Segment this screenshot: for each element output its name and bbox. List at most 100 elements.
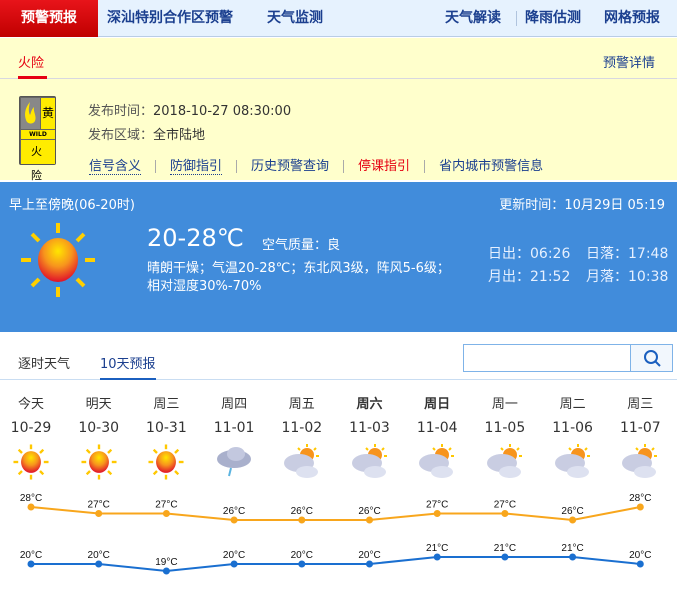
link-province-warnings[interactable]: 省内城市预警信息: [439, 159, 544, 174]
partly-cloudy-icon: [403, 444, 471, 480]
tab-10day[interactable]: 10天预报: [100, 353, 156, 380]
warning-links: 信号含义 防御指引 历史预警查询 停课指引 省内城市预警信息: [89, 155, 544, 175]
day-date: 10-30: [78, 420, 120, 436]
air-quality: 空气质量：良: [262, 234, 340, 253]
low-temp-label: 19°C: [155, 557, 177, 568]
signal-level: 黄: [41, 98, 55, 129]
day-weekday: 明天: [85, 397, 112, 412]
low-temp-label: 20°C: [223, 550, 245, 561]
link-history[interactable]: 历史预警查询: [251, 159, 330, 174]
search-button[interactable]: [630, 345, 672, 371]
high-temp-point: [636, 503, 644, 511]
partly-cloudy-icon: [268, 444, 336, 480]
moonset: 月落：10:38: [586, 269, 669, 285]
issue-time-label: 发布时间：: [88, 104, 154, 119]
issue-time-value: 2018-10-27 08:30:00: [153, 104, 292, 119]
nav-warning-forecast[interactable]: 预警预报: [0, 0, 98, 37]
nav-weather-interpret[interactable]: 天气解读: [445, 10, 501, 26]
issue-time: 发布时间：2018-10-27 08:30:00: [88, 100, 291, 119]
nav-rain-estimate[interactable]: 降雨估测: [525, 10, 581, 26]
signal-en: WILD FIRE: [21, 130, 55, 147]
tab-underline: [18, 76, 47, 79]
high-temp-point: [569, 516, 577, 524]
link-signal-meaning[interactable]: 信号含义: [89, 159, 142, 175]
period: 早上至傍晚(06-20时): [9, 198, 135, 213]
day-weekday: 周二: [559, 397, 586, 412]
partly-cloudy-icon: [606, 444, 674, 480]
low-temp-point: [95, 560, 103, 568]
day-weekday: 周三: [627, 397, 654, 412]
day-date: 11-02: [281, 420, 323, 436]
update-label: 更新时间：: [499, 198, 565, 213]
low-temp-line: [31, 556, 641, 573]
fire-warning-signal-icon: 黄 WILD FIRE 火 险: [19, 96, 56, 182]
day-date: 11-05: [484, 420, 526, 436]
low-temp-point: [230, 560, 238, 568]
sunny-icon: [65, 444, 133, 480]
search-box: [463, 344, 673, 372]
sunny-icon: [132, 444, 200, 480]
high-temp-point: [230, 516, 238, 524]
link-class-suspension[interactable]: 停课指引: [358, 159, 411, 174]
temp-range: 20-28℃: [147, 224, 244, 252]
nav-weather-monitor[interactable]: 天气监测: [267, 10, 323, 26]
nav-grid-forecast[interactable]: 网格预报: [604, 10, 660, 26]
high-temp-label: 27°C: [494, 500, 516, 511]
sunny-icon: [20, 222, 96, 302]
divider: [516, 11, 517, 26]
high-temp-label: 27°C: [155, 500, 177, 511]
high-temp-line: [30, 506, 641, 522]
day-weekday: 周三: [153, 397, 180, 412]
link-defense-guide[interactable]: 防御指引: [170, 159, 223, 175]
moonrise: 月出：21:52: [488, 269, 571, 285]
day-date: 10-29: [10, 420, 52, 436]
low-temp-point: [298, 560, 306, 568]
high-temp-point: [95, 510, 103, 517]
high-temp-label: 26°C: [291, 506, 313, 517]
issue-area: 发布区域：全市陆地: [88, 124, 205, 143]
day-weekday: 周五: [288, 397, 315, 412]
partly-cloudy-icon: [336, 444, 404, 480]
flame-icon: [21, 98, 40, 129]
day-date: 11-01: [213, 420, 255, 436]
signal-name: 火 险: [21, 140, 55, 182]
high-temp-point: [501, 510, 509, 517]
search-input[interactable]: [464, 345, 630, 371]
sunset: 日落：17:48: [586, 246, 669, 262]
rain-icon: [200, 444, 268, 480]
description-line1: 晴朗干燥；气温20-28℃；东北风3级，阵风5-6级；: [147, 261, 450, 276]
day-weekday: 今天: [17, 397, 44, 412]
day-weekday: 周六: [356, 397, 383, 412]
low-temp-label: 20°C: [629, 550, 651, 561]
search-icon: [644, 350, 661, 367]
description-line2: 相对湿度30%-70%: [147, 279, 262, 294]
tab-fire-risk[interactable]: 火险: [18, 56, 45, 71]
low-temp-point: [569, 553, 577, 561]
day-weekday: 周一: [491, 397, 518, 412]
low-temp-point: [433, 553, 441, 561]
day-date: 11-04: [416, 420, 458, 436]
partly-cloudy-icon: [471, 444, 539, 480]
low-temp-label: 20°C: [291, 550, 313, 561]
nav-shenshan[interactable]: 深汕特别合作区预警: [107, 10, 233, 26]
aqi-value: 良: [327, 238, 341, 253]
partly-cloudy-icon: [539, 444, 607, 480]
low-temp-label: 20°C: [20, 550, 42, 561]
day-weekday: 周日: [424, 397, 451, 412]
temperature-chart: 28°C 27°C 27°C 26°C 26°C 26°C 27°C 27°C 26°C 28°C…: [20, 493, 651, 575]
warning-panel: 火险 预警详情 黄 WILD FIRE 火 险 发布时间：2018-10-27 …: [0, 38, 677, 182]
sunrise: 日出：06:26: [488, 246, 571, 262]
tab-hourly[interactable]: 逐时天气: [18, 357, 71, 372]
day-date: 10-31: [146, 420, 187, 436]
update-time: 更新时间：10月29日 05:19: [499, 194, 665, 213]
high-temp-point: [27, 503, 35, 511]
divider: [0, 78, 677, 79]
low-temp-label: 21°C: [426, 543, 448, 554]
high-temp-point: [298, 516, 306, 524]
high-temp-label: 26°C: [223, 506, 245, 517]
low-temp-point: [636, 560, 644, 568]
day-date: 11-03: [349, 420, 390, 436]
high-temp-label: 26°C: [561, 506, 583, 517]
warning-detail-link[interactable]: 预警详情: [602, 56, 655, 71]
low-temp-label: 20°C: [88, 550, 110, 561]
